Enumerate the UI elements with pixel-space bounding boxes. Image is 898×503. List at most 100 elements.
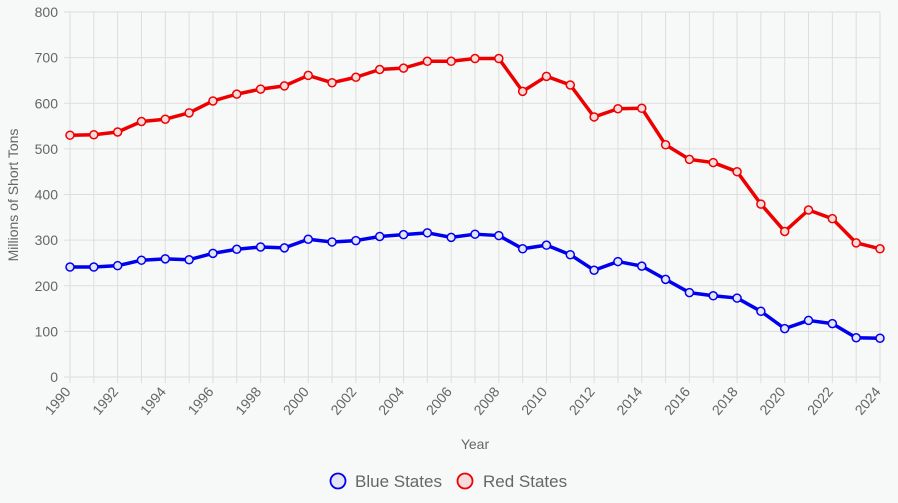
data-point[interactable] <box>398 63 409 73</box>
data-point[interactable] <box>65 130 75 140</box>
data-point[interactable] <box>160 254 171 264</box>
data-point[interactable] <box>398 229 409 240</box>
x-tick-label: 1998 <box>232 384 264 418</box>
x-tick-label: 2004 <box>375 384 407 418</box>
legend-label: Blue States <box>355 472 442 491</box>
y-tick-label: 300 <box>35 232 59 248</box>
x-tick-label: 2020 <box>756 384 788 418</box>
legend[interactable]: Blue States Red States <box>329 472 568 491</box>
data-point[interactable] <box>779 323 790 334</box>
data-point[interactable] <box>803 205 814 215</box>
data-point[interactable] <box>446 56 456 67</box>
x-tick-label: 2000 <box>280 384 312 418</box>
data-point[interactable] <box>184 254 194 265</box>
data-point[interactable] <box>732 166 742 177</box>
series-blue-states <box>65 228 885 343</box>
data-point[interactable] <box>517 244 528 254</box>
data-point[interactable] <box>303 70 313 81</box>
data-point[interactable] <box>637 261 647 271</box>
data-point[interactable] <box>660 274 671 285</box>
x-tick-label: 2016 <box>661 384 693 418</box>
data-point[interactable] <box>351 235 361 246</box>
data-point[interactable] <box>541 71 552 82</box>
x-tick-label: 2010 <box>518 384 550 418</box>
data-point[interactable] <box>446 232 456 243</box>
data-point[interactable] <box>470 229 480 239</box>
x-axis-ticks: 1990 1992 1994 1996 1998 2000 2002 2004 2006 2008… <box>41 384 883 418</box>
data-point[interactable] <box>232 89 242 99</box>
data-point[interactable] <box>517 86 528 97</box>
data-point[interactable] <box>613 256 623 267</box>
data-point[interactable] <box>279 81 290 91</box>
data-point[interactable] <box>494 53 504 64</box>
data-point[interactable] <box>112 260 123 271</box>
data-point[interactable] <box>637 103 647 114</box>
data-point[interactable] <box>565 249 576 260</box>
data-point[interactable] <box>779 226 790 237</box>
data-point[interactable] <box>613 103 623 114</box>
data-point[interactable] <box>374 64 385 75</box>
data-point[interactable] <box>422 228 433 238</box>
y-tick-label: 200 <box>35 278 59 294</box>
legend-item-red-states[interactable]: Red States <box>456 472 568 491</box>
data-point[interactable] <box>208 96 218 106</box>
data-point[interactable] <box>327 77 337 88</box>
data-point[interactable] <box>875 244 885 254</box>
data-point[interactable] <box>65 262 75 272</box>
data-point[interactable] <box>660 140 671 150</box>
x-tick-label: 2012 <box>566 384 598 418</box>
data-point[interactable] <box>327 237 337 247</box>
legend-item-blue-states[interactable]: Blue States <box>329 472 442 491</box>
data-point[interactable] <box>208 248 218 259</box>
data-point[interactable] <box>89 262 99 272</box>
y-tick-label: 500 <box>35 141 59 157</box>
data-point[interactable] <box>565 80 576 90</box>
y-tick-label: 600 <box>35 95 59 111</box>
data-point[interactable] <box>684 154 695 165</box>
data-point[interactable] <box>756 306 766 317</box>
legend-marker <box>329 472 347 490</box>
y-tick-label: 0 <box>50 369 58 385</box>
y-tick-label: 700 <box>35 50 59 66</box>
data-point[interactable] <box>851 238 861 248</box>
x-tick-label: 1992 <box>89 384 121 418</box>
data-point[interactable] <box>255 242 266 252</box>
data-point[interactable] <box>89 129 99 140</box>
data-point[interactable] <box>112 127 123 137</box>
data-point[interactable] <box>160 114 171 124</box>
data-point[interactable] <box>303 234 313 244</box>
data-point[interactable] <box>803 315 814 326</box>
data-point[interactable] <box>827 318 838 329</box>
x-tick-label: 1996 <box>184 384 216 418</box>
data-point[interactable] <box>136 255 147 265</box>
x-tick-label: 2014 <box>613 384 645 418</box>
data-point[interactable] <box>470 53 480 64</box>
data-point[interactable] <box>422 56 433 67</box>
data-point[interactable] <box>756 199 766 209</box>
data-point[interactable] <box>827 213 838 224</box>
data-point[interactable] <box>279 243 290 253</box>
data-point[interactable] <box>494 230 504 241</box>
data-point[interactable] <box>589 112 599 122</box>
x-tick-label: 1994 <box>137 384 169 418</box>
data-point[interactable] <box>589 265 599 275</box>
data-point[interactable] <box>351 72 361 82</box>
data-point[interactable] <box>136 116 147 127</box>
data-point[interactable] <box>708 291 718 301</box>
legend-label: Red States <box>483 472 567 491</box>
data-point[interactable] <box>875 333 885 343</box>
data-point[interactable] <box>255 84 266 94</box>
data-point[interactable] <box>708 157 718 168</box>
data-point[interactable] <box>232 244 242 254</box>
x-tick-label: 2006 <box>423 384 455 418</box>
data-point[interactable] <box>374 231 385 242</box>
data-point[interactable] <box>684 287 695 298</box>
data-point[interactable] <box>851 333 861 343</box>
y-axis-ticks: 0 100 200 300 400 500 600 700 800 <box>35 4 59 385</box>
x-tick-label: 2008 <box>470 384 502 418</box>
x-tick-label: 1990 <box>41 384 73 418</box>
data-point[interactable] <box>732 293 742 303</box>
data-point[interactable] <box>184 108 194 118</box>
data-point[interactable] <box>541 240 552 250</box>
